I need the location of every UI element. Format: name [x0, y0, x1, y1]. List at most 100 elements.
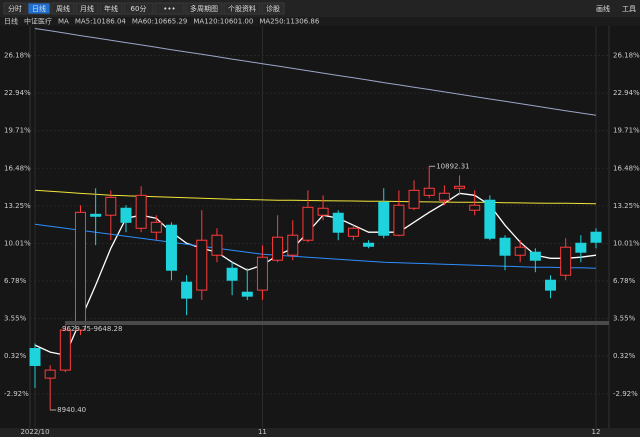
- toolbar-tab-label[interactable]: •••: [163, 5, 175, 13]
- y-tick-label-right: 13.25%: [613, 202, 640, 210]
- candle-body: [241, 291, 253, 297]
- toolbar-tab-label[interactable]: 日线: [32, 4, 46, 13]
- y-tick-label: 19.71%: [4, 127, 31, 135]
- candle-body: [90, 213, 102, 217]
- toolbar-tab-label[interactable]: 个股资料: [228, 4, 256, 13]
- candle-body: [423, 187, 435, 196]
- candle-body: [59, 329, 71, 371]
- y-tick-label-right: 3.55%: [613, 315, 636, 323]
- toolbar-tab[interactable]: [154, 2, 185, 15]
- candle-body: [469, 204, 481, 211]
- y-tick-label: 10.01%: [4, 239, 31, 247]
- candle-body: [29, 347, 41, 366]
- legend-entry: MA120:10601.00: [193, 18, 253, 26]
- ma-line: [34, 28, 597, 116]
- toolbar-tab-label[interactable]: 月线: [80, 4, 94, 13]
- candle-body: [165, 224, 177, 271]
- candle-body: [378, 201, 390, 236]
- candle-body: [529, 251, 541, 261]
- y-tick-label-right: 19.71%: [613, 127, 640, 135]
- toolbar-tab-label[interactable]: 多周期图: [190, 4, 218, 13]
- candle-body: [454, 185, 466, 189]
- ma-line: [34, 189, 597, 205]
- candle-body: [332, 212, 344, 233]
- gap-band: [65, 321, 609, 325]
- y-tick-label: 26.18%: [4, 51, 31, 59]
- y-tick-label: 16.48%: [4, 164, 31, 172]
- candle-body: [196, 239, 208, 291]
- period-label: 日线: [4, 17, 18, 26]
- candle-body: [135, 194, 147, 229]
- candle-body: [363, 242, 375, 247]
- y-tick-label-right: 10.01%: [613, 239, 640, 247]
- candle-body: [393, 204, 405, 236]
- y-tick-label-right: -2.92%: [613, 390, 638, 398]
- y-tick-label-right: 22.94%: [613, 89, 640, 97]
- ma-label: MA: [58, 18, 69, 26]
- candle-body: [181, 281, 193, 299]
- toolbar-tab-label[interactable]: 周线: [56, 4, 70, 13]
- x-tick-label: 12: [592, 428, 601, 436]
- candle-body: [560, 246, 572, 276]
- candle-body: [256, 256, 268, 291]
- x-tick-label: 2022/10: [20, 428, 49, 436]
- annotation-gap: 9629.75-9648.28: [62, 325, 122, 333]
- candle-body: [590, 231, 602, 243]
- y-tick-label-right: 6.78%: [613, 277, 636, 285]
- candle-body: [105, 196, 117, 216]
- bottom-bar: [0, 428, 640, 437]
- toolbar-tab[interactable]: [27, 2, 51, 15]
- toolbar-tab-label[interactable]: 年线: [104, 4, 118, 13]
- ma-line: [34, 223, 597, 269]
- candle-body: [347, 227, 359, 237]
- toolbar-tool[interactable]: 画线: [596, 4, 610, 13]
- y-tick-label: 22.94%: [4, 89, 31, 97]
- legend-entry: MA250:11306.86: [259, 18, 319, 26]
- toolbar-tab-label[interactable]: 分时: [8, 4, 22, 13]
- candle-body: [74, 211, 86, 331]
- candle-body: [317, 207, 329, 216]
- y-tick-label: 0.32%: [4, 352, 27, 360]
- candle-body: [150, 221, 162, 233]
- candle-body: [408, 189, 420, 209]
- y-tick-label: 6.78%: [4, 277, 27, 285]
- chart-title: 中证医疗: [24, 17, 52, 26]
- y-tick-label: -2.92%: [4, 390, 29, 398]
- toolbar-tab[interactable]: [123, 2, 154, 15]
- y-tick-label: 3.55%: [4, 315, 27, 323]
- candle-body: [514, 246, 526, 256]
- annotation-low: 8940.40: [57, 406, 86, 414]
- candle-body: [302, 206, 314, 241]
- y-tick-label-right: 0.32%: [613, 352, 636, 360]
- candle-body: [226, 267, 238, 281]
- candle-body: [211, 234, 223, 256]
- y-tick-label: 13.25%: [4, 202, 31, 210]
- candle-body: [438, 192, 450, 201]
- toolbar-tab[interactable]: [75, 2, 99, 15]
- candle-body: [272, 236, 284, 261]
- candle-body: [120, 207, 132, 223]
- legend-entry: MA5:10186.04: [75, 18, 127, 26]
- candle-body: [499, 237, 511, 256]
- toolbar-tab[interactable]: [3, 2, 27, 15]
- legend-entry: MA60:10665.29: [132, 18, 188, 26]
- toolbar-tab[interactable]: [51, 2, 75, 15]
- candle-body: [545, 279, 557, 291]
- toolbar-tab[interactable]: [99, 2, 123, 15]
- candle-body: [484, 199, 496, 239]
- candle-body: [44, 369, 56, 379]
- candle-body: [287, 234, 299, 256]
- toolbar-tool[interactable]: 工具: [622, 5, 636, 13]
- candle-body: [575, 242, 587, 253]
- y-tick-label-right: 26.18%: [613, 51, 640, 59]
- toolbar-tab[interactable]: [261, 2, 285, 15]
- toolbar-tab[interactable]: [223, 2, 261, 15]
- toolbar-tab[interactable]: [185, 2, 223, 15]
- legend-bar: [0, 17, 640, 26]
- toolbar-tab-label[interactable]: 诊股: [266, 4, 280, 13]
- x-tick-label: 11: [258, 428, 267, 436]
- y-tick-label-right: 16.48%: [613, 164, 640, 172]
- annotation-high: 10892.31: [436, 162, 469, 170]
- toolbar-tab-label[interactable]: 60分: [131, 4, 147, 13]
